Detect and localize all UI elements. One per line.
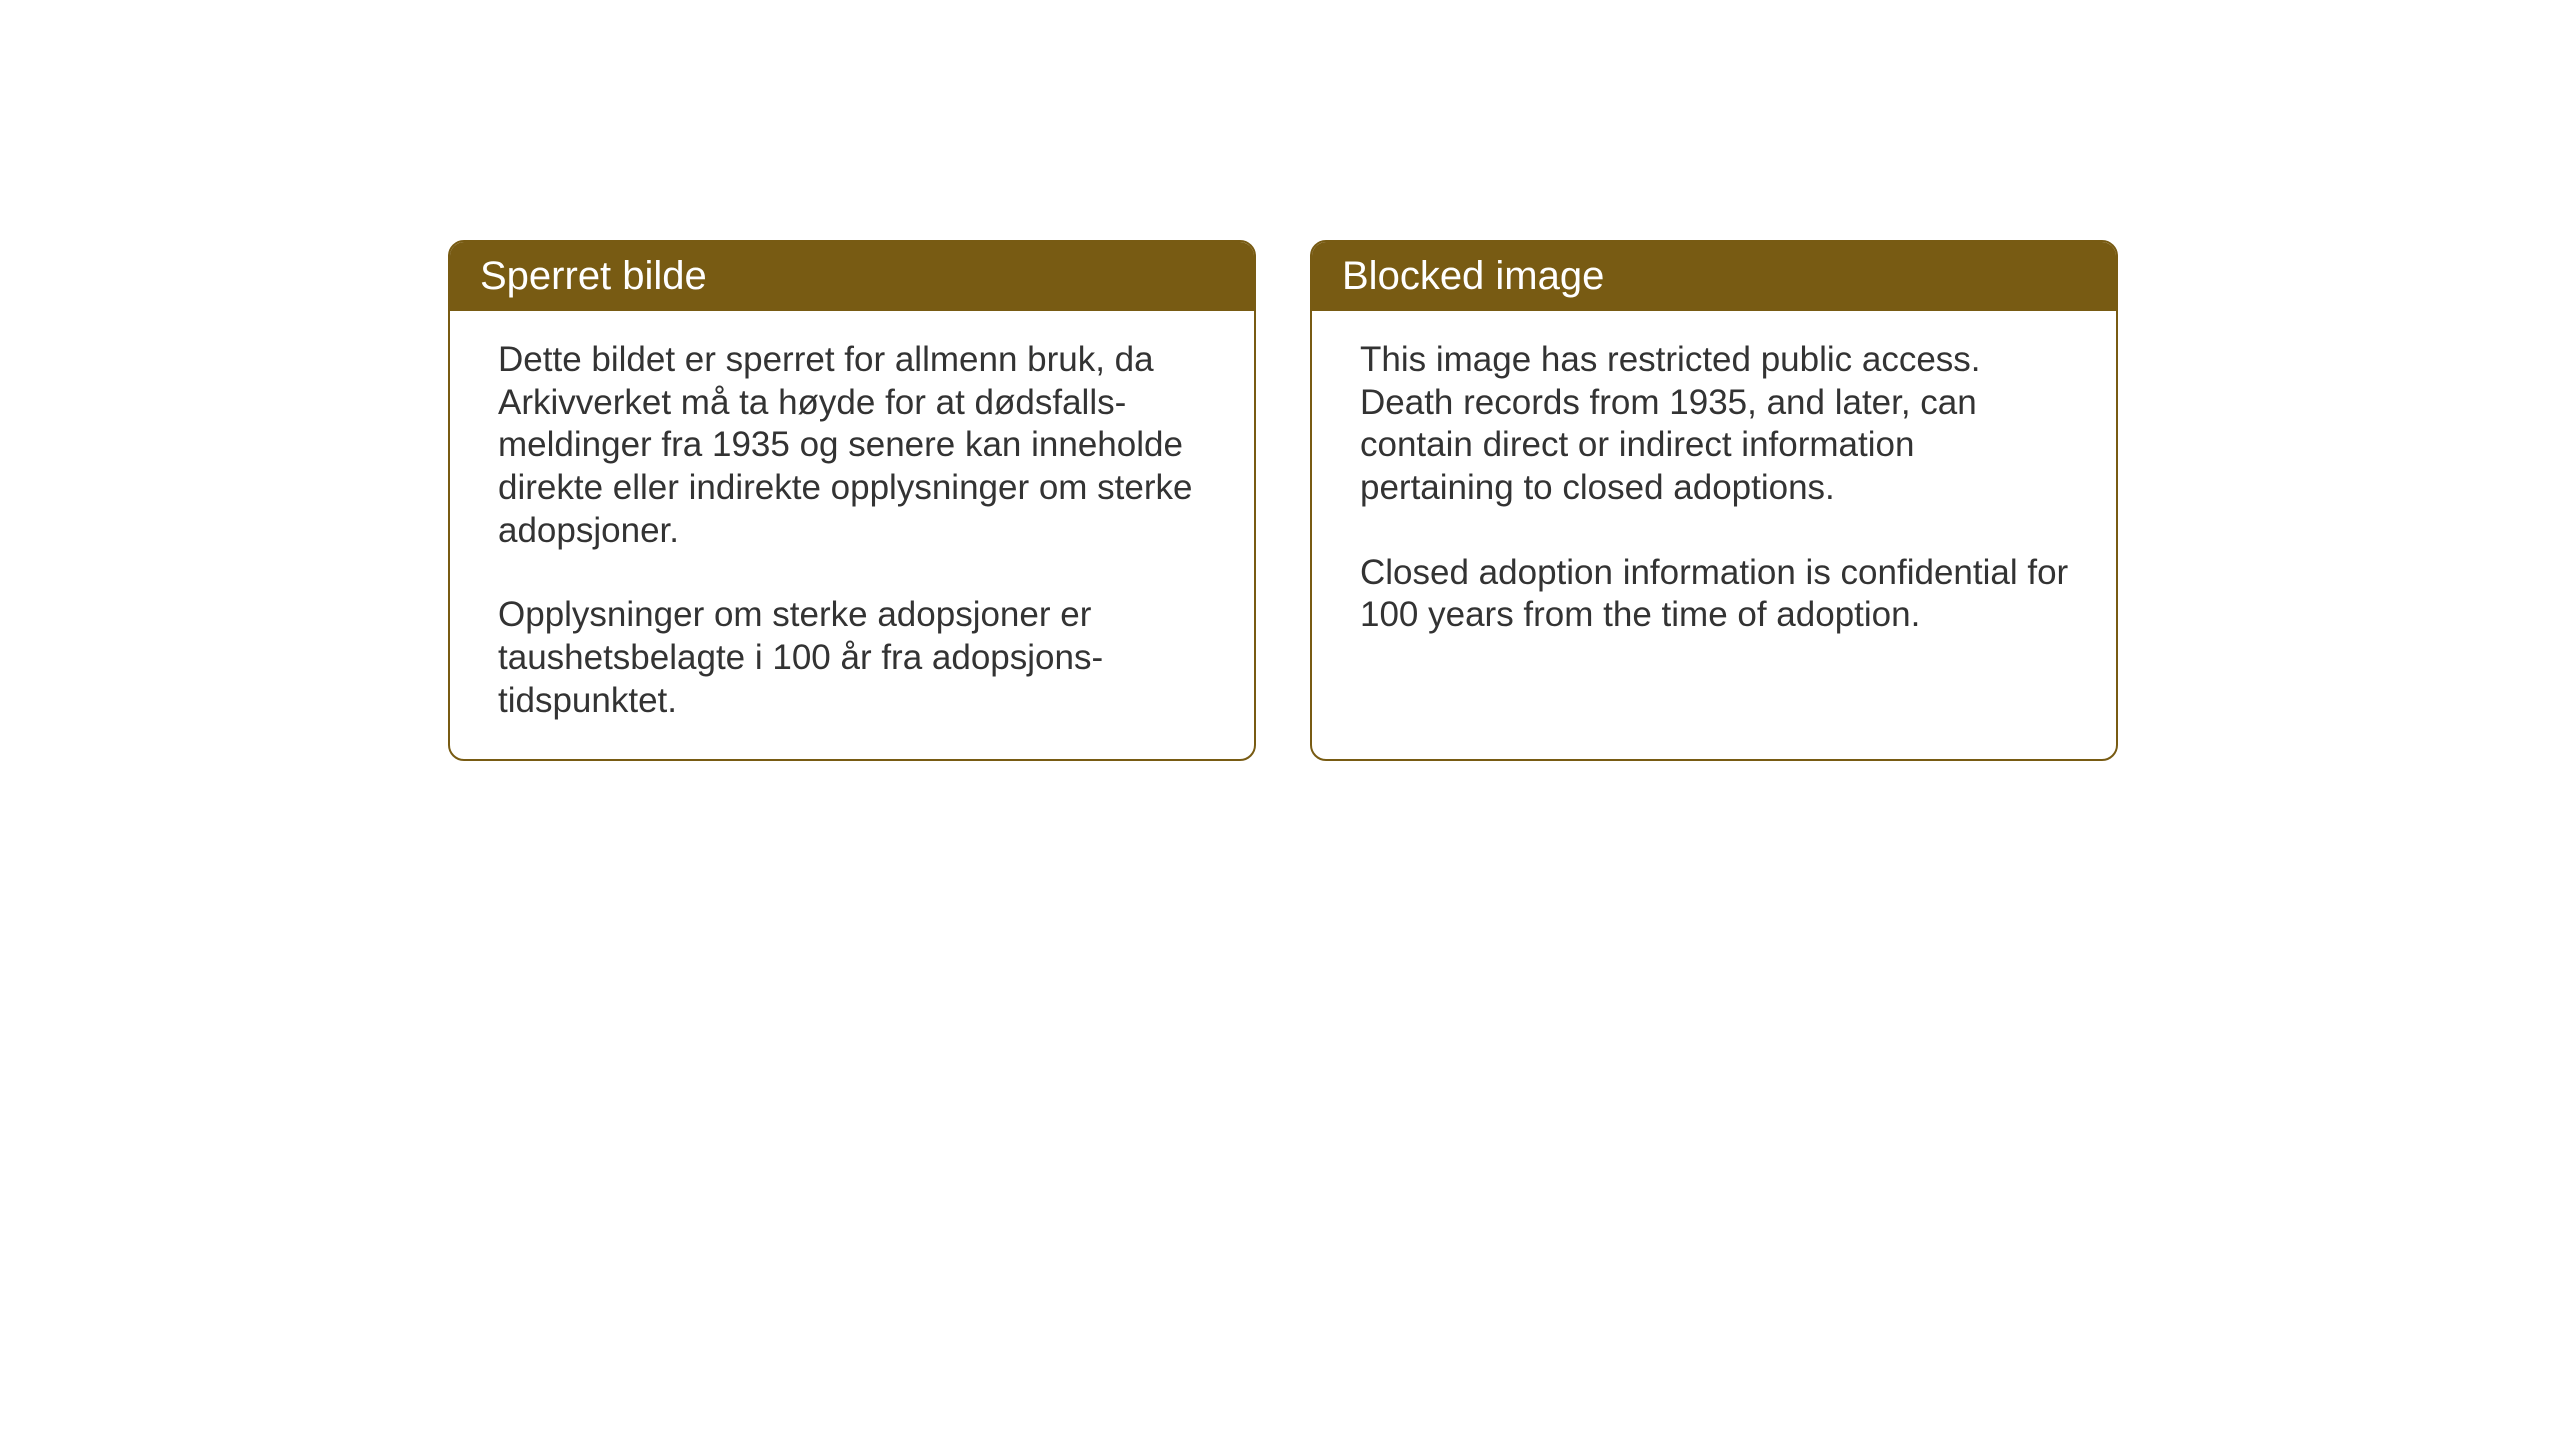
card-norwegian: Sperret bilde Dette bildet er sperret fo… [448,240,1256,761]
card-body-norwegian: Dette bildet er sperret for allmenn bruk… [450,311,1254,759]
card-body-english: This image has restricted public access.… [1312,311,2116,673]
card-paragraph: Opplysninger om sterke adopsjoner er tau… [498,594,1214,722]
card-paragraph: Closed adoption information is confident… [1360,552,2076,637]
card-header-english: Blocked image [1312,242,2116,311]
card-header-norwegian: Sperret bilde [450,242,1254,311]
cards-container: Sperret bilde Dette bildet er sperret fo… [448,240,2118,761]
card-paragraph: Dette bildet er sperret for allmenn bruk… [498,339,1214,552]
card-title: Sperret bilde [480,254,707,298]
card-english: Blocked image This image has restricted … [1310,240,2118,761]
card-paragraph: This image has restricted public access.… [1360,339,2076,510]
card-title: Blocked image [1342,254,1604,298]
